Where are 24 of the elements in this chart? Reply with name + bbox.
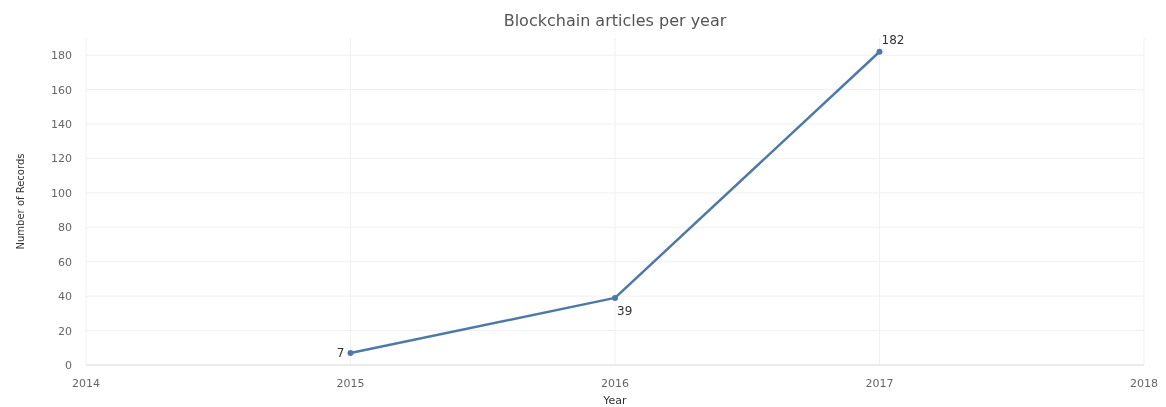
y-tick-label: 160 xyxy=(51,83,72,97)
point xyxy=(612,294,618,301)
x-axis-title: Year xyxy=(602,394,628,407)
y-axis-title: Number of Records xyxy=(15,153,26,250)
x-tick-label: 2018 xyxy=(1130,377,1158,390)
y-tick-label: 0 xyxy=(65,359,72,372)
y-tick-label: 60 xyxy=(58,255,72,269)
chart-title: Blockchain articles per year xyxy=(503,11,727,30)
point xyxy=(876,48,883,55)
y-tick-label: 120 xyxy=(51,152,72,166)
y-tick-label: 40 xyxy=(58,290,72,304)
data-label: 7 xyxy=(336,345,345,360)
y-tick-label: 100 xyxy=(51,186,72,200)
x-tick-label: 2014 xyxy=(72,377,100,390)
y-tick-label: 80 xyxy=(58,221,72,235)
x-tick-label: 2015 xyxy=(336,377,365,390)
x-tick-label: 2017 xyxy=(865,377,894,390)
y-tick-label: 20 xyxy=(58,324,72,338)
y-tick-label: 180 xyxy=(51,49,72,63)
y-tick-label: 140 xyxy=(51,118,72,132)
data-label: 182 xyxy=(881,32,905,47)
point xyxy=(347,349,354,356)
x-tick-label: 2016 xyxy=(601,377,629,390)
data-label: 39 xyxy=(617,303,633,318)
